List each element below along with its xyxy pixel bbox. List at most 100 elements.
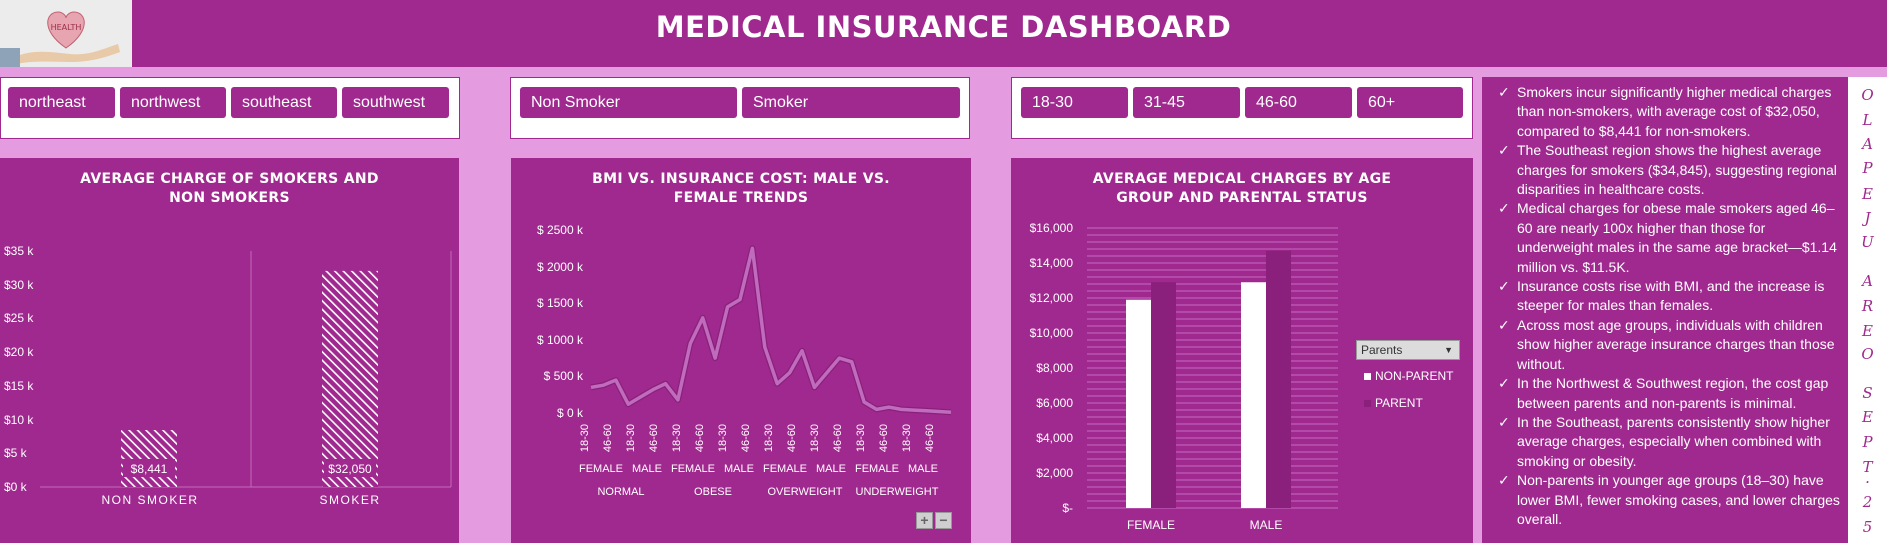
y-tick-label: $14,000	[1029, 256, 1073, 270]
insight-item: ✓ Across most age groups, individuals wit…	[1498, 316, 1835, 372]
hand-icon	[8, 44, 120, 66]
x-tick-label: OVERWEIGHT	[767, 486, 843, 498]
x-tick-label: UNDERWEIGHT	[855, 486, 939, 498]
slicer-button-31-45[interactable]: 31-45	[1133, 87, 1240, 118]
x-tick-label: 46-60	[648, 424, 660, 453]
x-tick-label: 46-60	[694, 424, 706, 453]
slicer-button-18-30[interactable]: 18-30	[1021, 87, 1128, 118]
bar	[1241, 282, 1266, 508]
y-tick-label: $25 k	[4, 311, 34, 326]
check-icon: ✓	[1498, 200, 1510, 217]
x-tick-label: 46-60	[740, 424, 752, 453]
x-tick-label: SMOKER	[319, 493, 381, 507]
insight-item: ✓ Non-parents in younger age groups (18–3…	[1498, 472, 1840, 527]
y-tick-label: $8,000	[1036, 361, 1073, 375]
x-tick-label: NORMAL	[597, 486, 645, 498]
check-icon: ✓	[1498, 316, 1510, 333]
bar	[1126, 299, 1151, 508]
y-tick-label: $5 k	[4, 446, 27, 461]
y-tick-label: $15 k	[4, 378, 34, 393]
x-tick-label: 18-30	[671, 424, 683, 453]
header: HEALTH MEDICAL INSURANCE DASHBOARD	[0, 0, 1887, 67]
sidebar-letter: O	[1861, 86, 1874, 104]
y-tick-label: $ 0 k	[556, 406, 583, 420]
y-tick-label: $6,000	[1036, 396, 1073, 410]
sidebar-letter: O	[1861, 345, 1874, 363]
y-tick-label: $10 k	[4, 412, 34, 427]
x-tick-label: 18-30	[901, 424, 913, 453]
sidebar-letter: P	[1862, 433, 1873, 451]
x-tick-label: 46-60	[786, 424, 798, 453]
x-tick-label: FEMALE	[670, 463, 715, 475]
heart-icon: HEALTH	[47, 11, 85, 49]
insight-item: ✓ In the Northwest & Southwest region, th…	[1498, 375, 1829, 411]
x-tick-label: MALE	[724, 463, 754, 475]
y-tick-label: $ 500 k	[543, 369, 583, 384]
check-icon: ✓	[1498, 278, 1510, 295]
bar	[1151, 282, 1176, 508]
y-tick-label: $-	[1062, 501, 1073, 515]
insight-item: ✓ Insurance costs rise with BMI, and the …	[1498, 278, 1825, 314]
age-group-slicer: 18-30 31-45 46-60 60+	[1011, 77, 1473, 139]
insights-panel: ✓ Smokers incur significantly higher medi…	[1482, 77, 1848, 543]
check-icon: ✓	[1498, 84, 1510, 100]
check-icon: ✓	[1498, 413, 1510, 430]
chevron-down-icon: ▼	[1444, 345, 1453, 355]
y-tick-label: $16,000	[1029, 221, 1073, 235]
parents-filter-dropdown[interactable]: Parents ▼	[1356, 340, 1460, 360]
sidebar-letter: E	[1862, 185, 1873, 203]
data-label: $32,050	[328, 462, 372, 476]
slicer-button-southeast[interactable]: southeast	[231, 87, 337, 118]
slicer-button-northwest[interactable]: northwest	[120, 87, 226, 118]
y-tick-label: $ 1000 k	[536, 332, 583, 347]
bar	[121, 430, 177, 487]
bar	[1266, 250, 1291, 508]
chart-title: AVERAGE MEDICAL CHARGES BY AGE GROUP AND…	[1092, 171, 1392, 206]
y-tick-label: $ 2000 k	[536, 259, 583, 274]
x-tick-label: NON SMOKER	[101, 493, 199, 507]
collapse-button[interactable]: −	[935, 512, 952, 529]
y-tick-label: $20 k	[4, 345, 34, 360]
chart-title: BMI VS. INSURANCE COST: MALE VS. FEMALE …	[592, 171, 890, 206]
sidebar-letter: T	[1862, 458, 1873, 476]
sidebar-letter: E	[1862, 322, 1873, 340]
slicer-button-northeast[interactable]: northeast	[8, 87, 115, 118]
x-tick-label: FEMALE	[1126, 518, 1175, 532]
insight-item: ✓ Smokers incur significantly higher medi…	[1498, 84, 1832, 139]
dashboard-title: MEDICAL INSURANCE DASHBOARD	[655, 10, 1232, 44]
region-slicer: northeast northwest southeast southwest	[0, 77, 460, 139]
x-tick-label: 18-30	[717, 424, 729, 453]
parent-bar-chart	[1087, 227, 1338, 509]
legend-item-non-parent: NON-PARENT	[1364, 369, 1453, 383]
sidebar-letter: 2	[1862, 493, 1873, 511]
legend-swatch-icon	[1364, 400, 1371, 407]
sidebar-letter: J	[1864, 209, 1871, 227]
insight-item: ✓ In the Southeast, parents consistently …	[1498, 413, 1830, 469]
sidebar-letter: S	[1862, 384, 1873, 402]
x-tick-label: 46-60	[878, 424, 890, 453]
check-icon: ✓	[1498, 142, 1510, 159]
sidebar-letter: U	[1861, 233, 1874, 251]
y-tick-label: $30 k	[4, 277, 34, 292]
legend-swatch-icon	[1364, 373, 1371, 380]
series-line-shadow	[590, 245, 952, 416]
logo-image: HEALTH	[0, 0, 132, 67]
bmi-cost-chart: BMI VS. INSURANCE COST: MALE VS. FEMALE …	[511, 158, 971, 543]
data-label-bg	[324, 459, 376, 477]
data-label: $8,441	[131, 462, 168, 476]
sidebar-letter: .	[1865, 469, 1870, 487]
slicer-button-60-plus[interactable]: 60+	[1357, 87, 1463, 118]
slicer-button-southwest[interactable]: southwest	[342, 87, 449, 118]
slicer-button-smoker[interactable]: Smoker	[742, 87, 960, 118]
expand-button[interactable]: +	[916, 512, 933, 529]
x-tick-label: FEMALE	[578, 463, 623, 475]
smoker-bar-chart: $8,441 $32,050	[40, 251, 452, 488]
slicer-button-46-60[interactable]: 46-60	[1245, 87, 1352, 118]
sidebar-letter: 5	[1862, 518, 1873, 536]
x-tick-label: MALE	[816, 463, 846, 475]
x-tick-label: 18-30	[855, 424, 867, 453]
y-tick-label: $10,000	[1029, 326, 1073, 340]
slicer-button-non-smoker[interactable]: Non Smoker	[520, 87, 737, 118]
x-tick-label: 46-60	[832, 424, 844, 453]
